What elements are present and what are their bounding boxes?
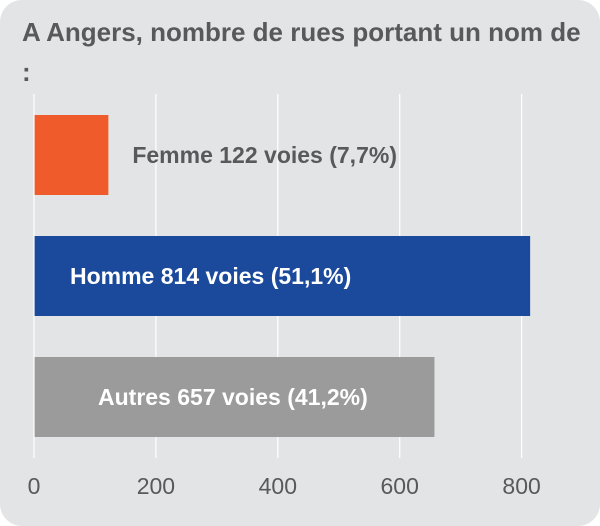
x-tick-label-400: 400 [259,473,297,499]
x-tick-label-200: 200 [137,473,175,499]
bar-homme [34,236,531,316]
x-tick-label-0: 0 [28,473,41,499]
chart-title: A Angers, nombre de rues portant un nom … [22,17,581,87]
x-tick-label-600: 600 [381,473,419,499]
bar-label-femme: Femme 122 voies (7,7%) [132,142,397,168]
bar-label-homme: Homme 814 voies (51,1%) [70,263,351,289]
bar-label-autres: Autres 657 voies (41,2%) [98,384,368,410]
x-tick-label-800: 800 [502,473,540,499]
bar-femme [34,115,109,195]
bar-autres [34,357,435,437]
